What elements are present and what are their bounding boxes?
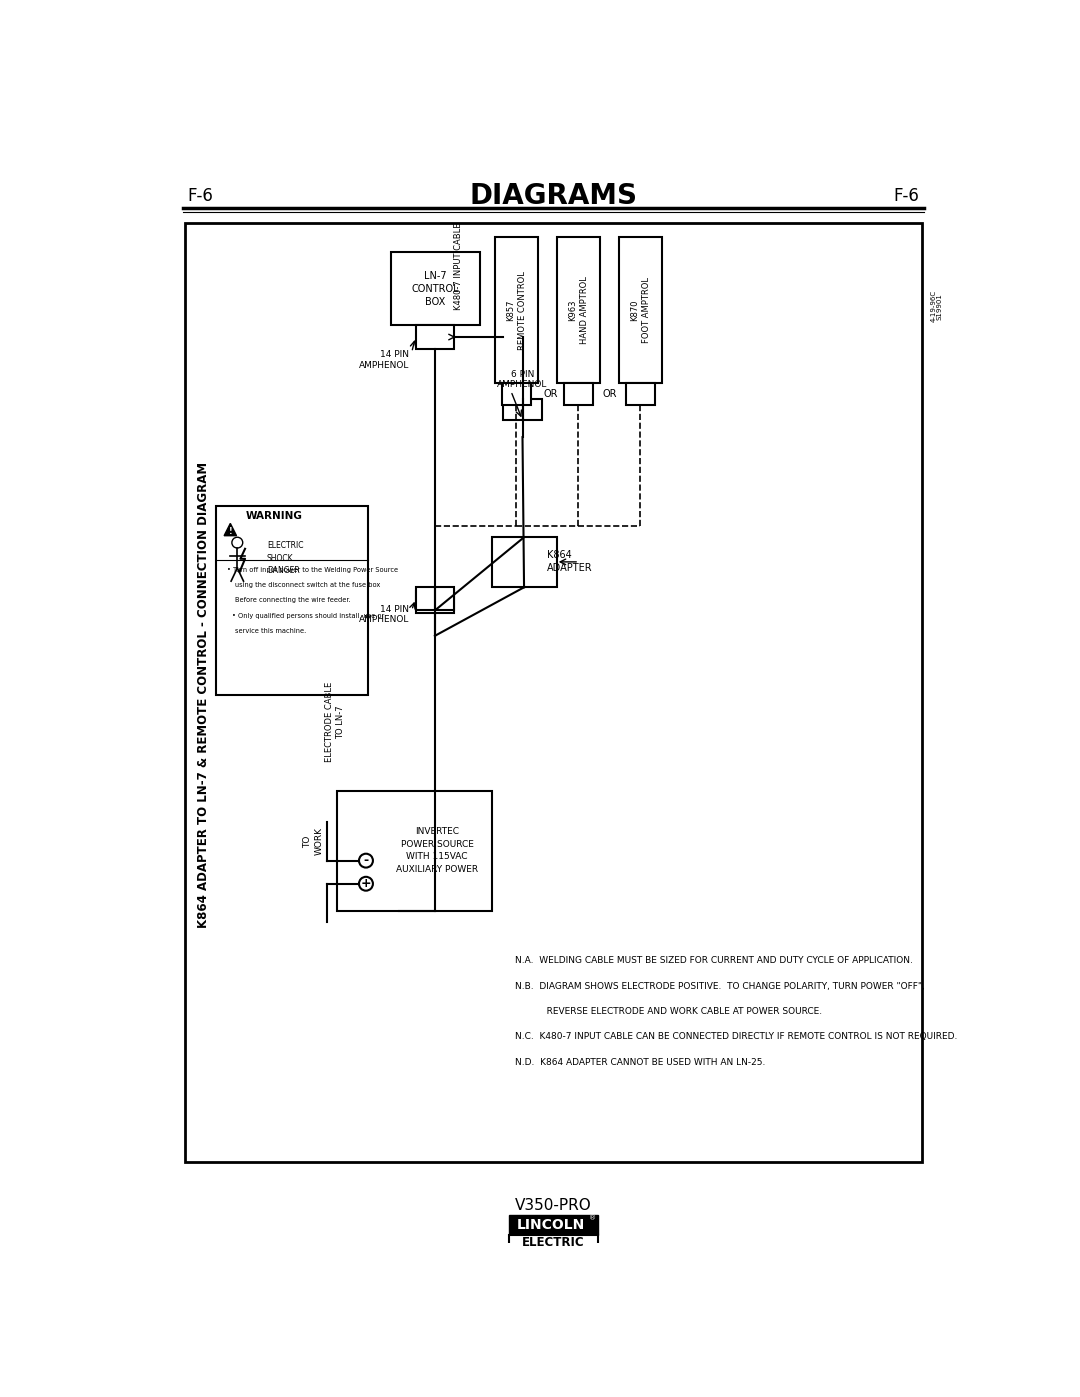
Bar <box>496 237 538 383</box>
Text: Before connecting the wire feeder.: Before connecting the wire feeder. <box>235 598 351 604</box>
Bar <box>625 383 656 405</box>
Text: REVERSE ELECTRODE AND WORK CABLE AT POWER SOURCE.: REVERSE ELECTRODE AND WORK CABLE AT POWE… <box>515 1007 822 1016</box>
Text: S19901: S19901 <box>936 293 943 320</box>
Bar <box>501 383 531 405</box>
Bar <box>416 587 455 610</box>
Text: 6 PIN
AMPHENOL: 6 PIN AMPHENOL <box>497 370 548 390</box>
Text: V350-PRO: V350-PRO <box>515 1199 592 1213</box>
Text: 14 PIN
AMPHENOL: 14 PIN AMPHENOL <box>359 605 409 624</box>
Text: K857
REMOTE CONTROL: K857 REMOTE CONTROL <box>507 271 527 349</box>
Text: !: ! <box>229 527 232 536</box>
Text: using the disconnect switch at the fuse box: using the disconnect switch at the fuse … <box>235 583 380 588</box>
Bar <box>491 538 557 587</box>
Bar <box>510 1215 598 1235</box>
Bar <box>619 237 662 383</box>
Bar <box>216 507 367 696</box>
Text: 4-19-96C: 4-19-96C <box>930 291 936 323</box>
Bar <box>510 1235 598 1250</box>
Text: OR: OR <box>602 388 617 400</box>
Text: F-6: F-6 <box>893 187 919 205</box>
Text: WARNING: WARNING <box>246 511 302 521</box>
Bar <box>391 253 480 326</box>
Text: LN-7
CONTROL
BOX: LN-7 CONTROL BOX <box>411 271 459 307</box>
Text: N.D.  K864 ADAPTER CANNOT BE USED WITH AN LN-25.: N.D. K864 ADAPTER CANNOT BE USED WITH AN… <box>515 1058 765 1067</box>
Bar <box>186 224 921 1162</box>
Text: LINCOLN: LINCOLN <box>516 1218 584 1232</box>
Text: TO
WORK: TO WORK <box>302 827 324 855</box>
Text: K963
HAND AMPTROL: K963 HAND AMPTROL <box>568 277 589 344</box>
Polygon shape <box>225 524 237 535</box>
Text: DIAGRAMS: DIAGRAMS <box>470 182 637 210</box>
Bar <box>416 326 455 349</box>
Text: ELECTRODE CABLE
TO LN-7: ELECTRODE CABLE TO LN-7 <box>325 682 346 763</box>
Text: F-6: F-6 <box>188 187 214 205</box>
Text: N.B.  DIAGRAM SHOWS ELECTRODE POSITIVE.  TO CHANGE POLARITY, TURN POWER "OFF",: N.B. DIAGRAM SHOWS ELECTRODE POSITIVE. T… <box>515 982 924 990</box>
Bar <box>503 398 542 420</box>
Bar <box>557 237 600 383</box>
Text: • Only qualified persons should install, use or: • Only qualified persons should install,… <box>232 613 384 619</box>
Text: -: - <box>363 854 368 868</box>
Text: N.C.  K480-7 INPUT CABLE CAN BE CONNECTED DIRECTLY IF REMOTE CONTROL IS NOT REQU: N.C. K480-7 INPUT CABLE CAN BE CONNECTED… <box>515 1032 957 1042</box>
Text: K870
FOOT AMPTROL: K870 FOOT AMPTROL <box>631 277 651 344</box>
Bar <box>416 591 455 613</box>
Text: +: + <box>361 877 372 890</box>
Bar <box>337 791 491 911</box>
Text: INVERTEC
POWER SOURCE
WITH 115VAC
AUXILIARY POWER: INVERTEC POWER SOURCE WITH 115VAC AUXILI… <box>396 827 478 875</box>
Text: ELECTRIC
SHOCK
DANGER: ELECTRIC SHOCK DANGER <box>267 541 303 576</box>
Text: ®: ® <box>590 1215 596 1221</box>
Text: K864 ADAPTER TO LN-7 & REMOTE CONTROL - CONNECTION DIAGRAM: K864 ADAPTER TO LN-7 & REMOTE CONTROL - … <box>197 462 210 928</box>
Text: service this machine.: service this machine. <box>235 629 307 634</box>
Text: K864
ADAPTER: K864 ADAPTER <box>548 550 593 574</box>
Text: N.A.  WELDING CABLE MUST BE SIZED FOR CURRENT AND DUTY CYCLE OF APPLICATION.: N.A. WELDING CABLE MUST BE SIZED FOR CUR… <box>515 956 913 965</box>
Text: K480-7 INPUT CABLE: K480-7 INPUT CABLE <box>455 222 463 310</box>
Text: 14 PIN
AMPHENOL: 14 PIN AMPHENOL <box>359 351 409 370</box>
Text: • Turn off input power to the Welding Power Source: • Turn off input power to the Welding Po… <box>227 567 399 573</box>
Text: OR: OR <box>544 388 558 400</box>
Text: ELECTRIC: ELECTRIC <box>523 1236 584 1249</box>
Bar <box>564 383 593 405</box>
